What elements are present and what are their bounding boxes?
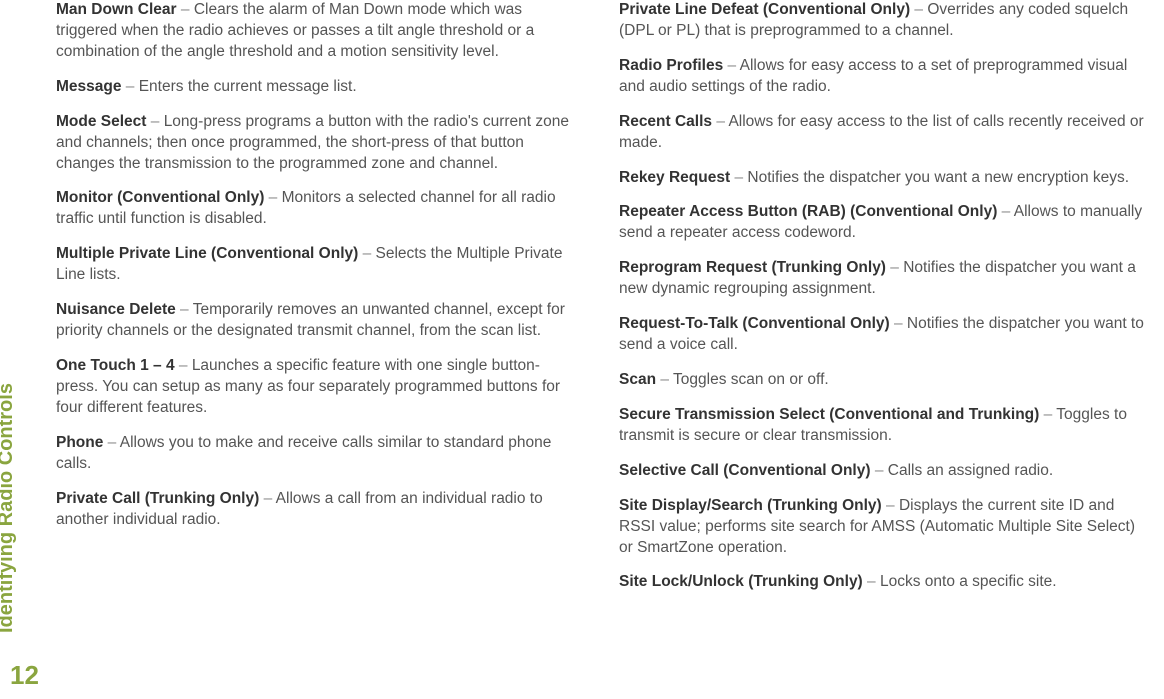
term: Site Lock/Unlock (Trunking Only): [619, 573, 863, 590]
glossary-entry: One Touch 1 – 4 – Launches a specific fe…: [56, 356, 581, 419]
glossary-entry: Recent Calls – Allows for easy access to…: [619, 112, 1144, 154]
term: Message: [56, 78, 121, 95]
term: Rekey Request: [619, 169, 730, 186]
term: Reprogram Request (Trunking Only): [619, 259, 886, 276]
term: Phone: [56, 434, 103, 451]
glossary-entry: Scan – Toggles scan on or off.: [619, 370, 1144, 391]
separator: –: [910, 1, 927, 18]
term: Nuisance Delete: [56, 301, 176, 318]
description: Enters the current message list.: [139, 78, 357, 95]
glossary-entry: Site Lock/Unlock (Trunking Only) – Locks…: [619, 572, 1144, 593]
separator: –: [863, 573, 880, 590]
separator: –: [121, 78, 138, 95]
separator: –: [712, 113, 728, 130]
term: Mode Select: [56, 113, 146, 130]
description: Toggles scan on or off.: [673, 371, 829, 388]
glossary-entry: Private Call (Trunking Only) – Allows a …: [56, 489, 581, 531]
description: Allows you to make and receive calls sim…: [56, 434, 551, 472]
separator: –: [259, 490, 275, 507]
glossary-entry: Rekey Request – Notifies the dispatcher …: [619, 168, 1144, 189]
content-area: Man Down Clear – Clears the alarm of Man…: [56, 0, 1144, 689]
separator: –: [176, 301, 193, 318]
glossary-entry: Multiple Private Line (Conventional Only…: [56, 244, 581, 286]
separator: –: [175, 357, 192, 374]
term: Site Display/Search (Trunking Only): [619, 497, 882, 514]
term: Radio Profiles: [619, 57, 723, 74]
term: Repeater Access Button (RAB) (Convention…: [619, 203, 997, 220]
term: Selective Call (Conventional Only): [619, 462, 871, 479]
glossary-entry: Request-To-Talk (Conventional Only) – No…: [619, 314, 1144, 356]
description: Notifies the dispatcher you want a new e…: [747, 169, 1129, 186]
separator: –: [358, 245, 375, 262]
separator: –: [264, 189, 281, 206]
separator: –: [103, 434, 119, 451]
separator: –: [723, 57, 739, 74]
separator: –: [656, 371, 673, 388]
separator: –: [886, 259, 903, 276]
separator: –: [146, 113, 163, 130]
page: Identifying Radio Controls 12 Man Down C…: [0, 0, 1164, 699]
term: Man Down Clear: [56, 1, 177, 18]
term: Scan: [619, 371, 656, 388]
glossary-entry: Selective Call (Conventional Only) – Cal…: [619, 461, 1144, 482]
glossary-entry: Message – Enters the current message lis…: [56, 77, 581, 98]
separator: –: [177, 1, 194, 18]
page-number: 12: [10, 660, 39, 691]
glossary-entry: Nuisance Delete – Temporarily removes an…: [56, 300, 581, 342]
glossary-entry: Site Display/Search (Trunking Only) – Di…: [619, 496, 1144, 559]
term: Private Call (Trunking Only): [56, 490, 259, 507]
term: One Touch 1 – 4: [56, 357, 175, 374]
separator: –: [1039, 406, 1056, 423]
term: Private Line Defeat (Conventional Only): [619, 1, 910, 18]
description: Locks onto a specific site.: [880, 573, 1057, 590]
glossary-entry: Private Line Defeat (Conventional Only) …: [619, 0, 1144, 42]
separator: –: [882, 497, 899, 514]
description: Calls an assigned radio.: [888, 462, 1053, 479]
right-column: Private Line Defeat (Conventional Only) …: [619, 0, 1144, 689]
term: Request-To-Talk (Conventional Only): [619, 315, 890, 332]
term: Monitor (Conventional Only): [56, 189, 264, 206]
section-title-vertical: Identifying Radio Controls: [0, 383, 18, 633]
separator: –: [890, 315, 907, 332]
glossary-entry: Secure Transmission Select (Conventional…: [619, 405, 1144, 447]
term: Recent Calls: [619, 113, 712, 130]
term: Secure Transmission Select (Conventional…: [619, 406, 1039, 423]
glossary-entry: Phone – Allows you to make and receive c…: [56, 433, 581, 475]
glossary-entry: Monitor (Conventional Only) – Monitors a…: [56, 188, 581, 230]
separator: –: [871, 462, 888, 479]
glossary-entry: Radio Profiles – Allows for easy access …: [619, 56, 1144, 98]
separator: –: [997, 203, 1013, 220]
glossary-entry: Reprogram Request (Trunking Only) – Noti…: [619, 258, 1144, 300]
glossary-entry: Man Down Clear – Clears the alarm of Man…: [56, 0, 581, 63]
glossary-entry: Repeater Access Button (RAB) (Convention…: [619, 202, 1144, 244]
glossary-entry: Mode Select – Long-press programs a butt…: [56, 112, 581, 175]
left-column: Man Down Clear – Clears the alarm of Man…: [56, 0, 581, 689]
separator: –: [730, 169, 747, 186]
term: Multiple Private Line (Conventional Only…: [56, 245, 358, 262]
